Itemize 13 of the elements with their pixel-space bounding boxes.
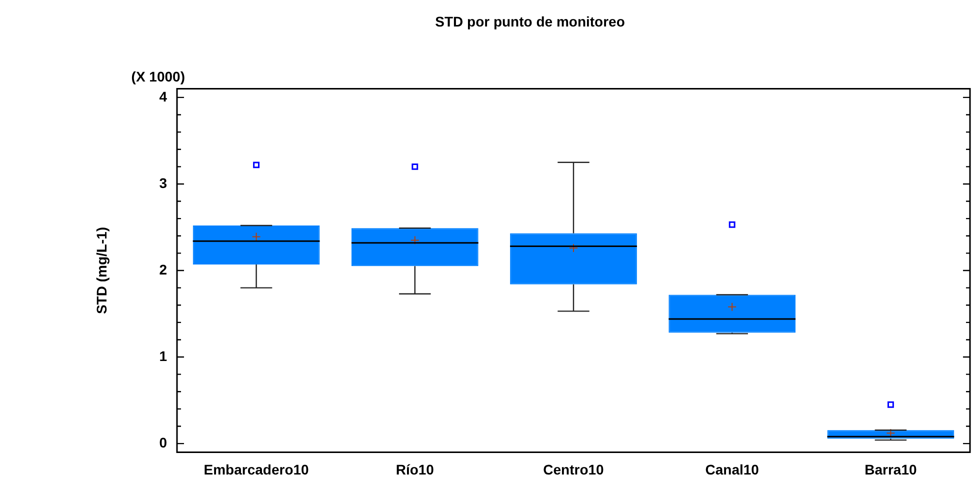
chart-title: STD por punto de monitoreo [435, 13, 625, 30]
x-tick-label: Centro10 [543, 461, 604, 478]
x-tick-label: Río10 [396, 461, 434, 478]
y-tick-label: 2 [159, 261, 168, 278]
y-tick-label: 1 [159, 348, 168, 364]
x-tick-label: Canal10 [705, 461, 760, 478]
x-tick-label: Barra10 [864, 461, 917, 478]
y-tick-label: 0 [159, 434, 168, 450]
text: (X 1000) [131, 68, 185, 85]
y-axis-title: STD (mg/L-1) [93, 226, 110, 314]
y-tick-label: 3 [159, 174, 168, 191]
y-tick-label: 4 [159, 88, 168, 104]
x-tick-label: Embarcadero10 [204, 461, 310, 478]
